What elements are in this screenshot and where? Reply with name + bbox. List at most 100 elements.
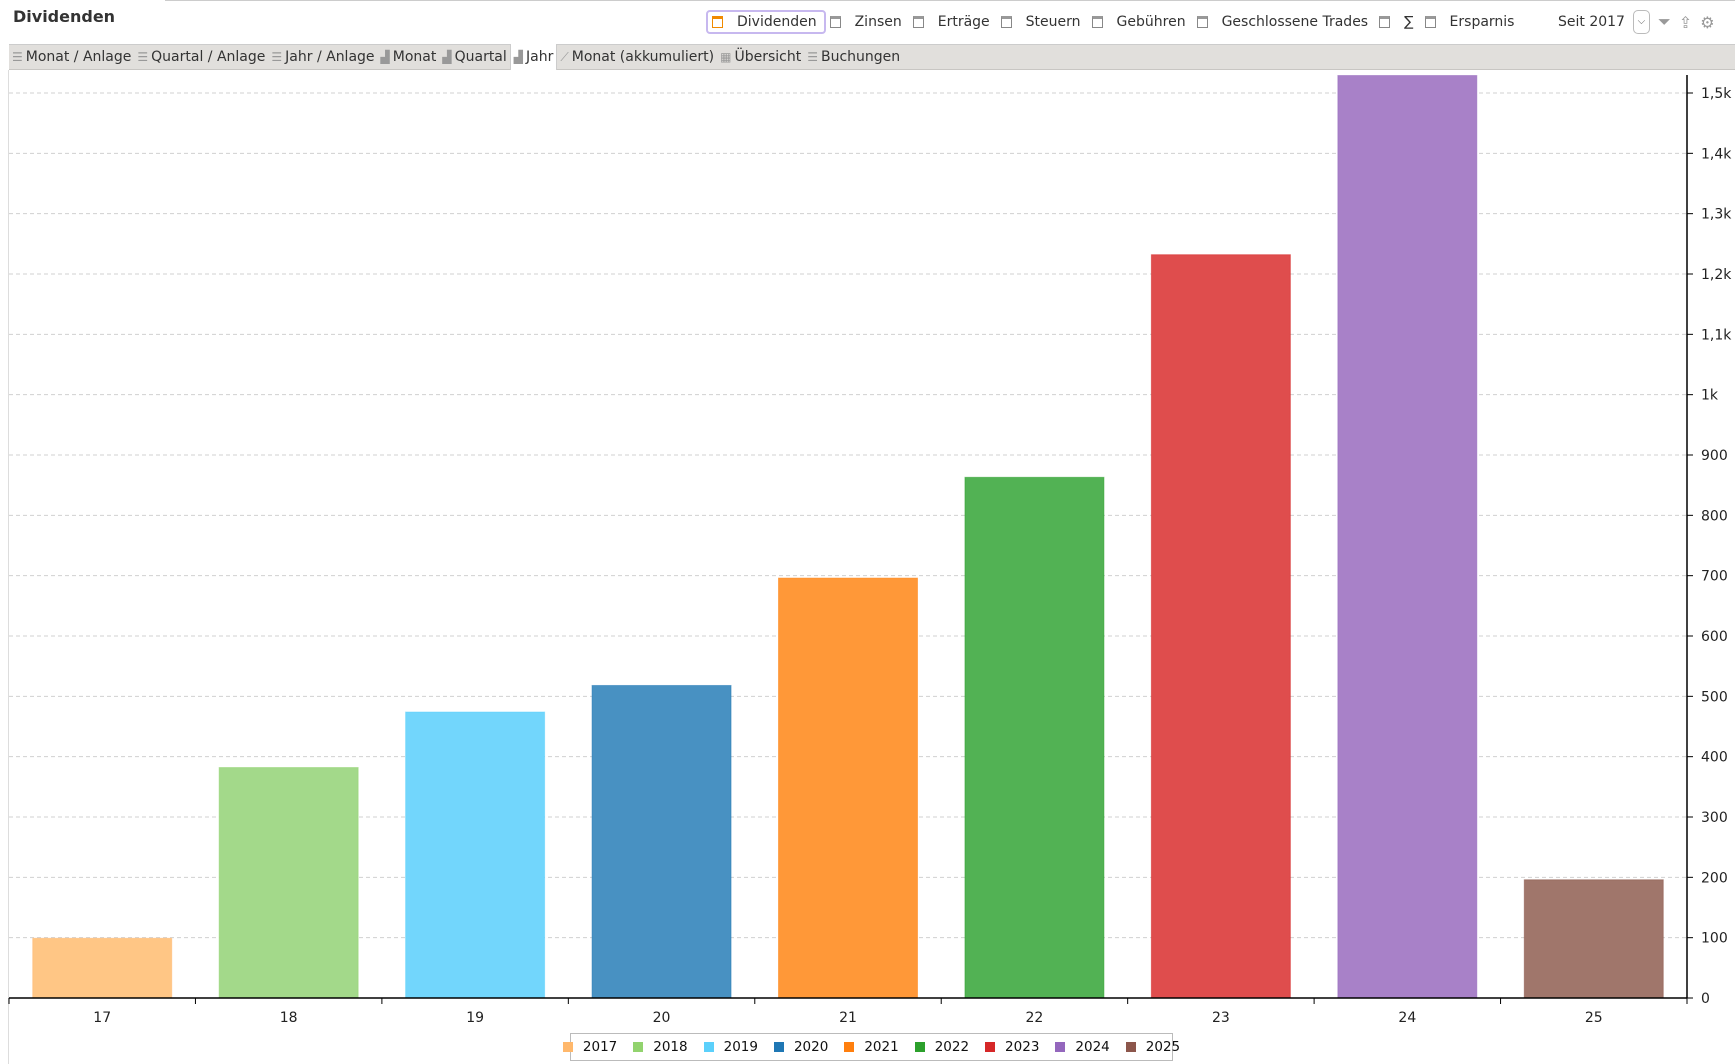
bar-19 [405,711,546,999]
bar-23 [1150,254,1291,999]
filter-1[interactable]: Zinsen [826,10,909,34]
legend-swatch [703,1042,714,1052]
bar-chart-icon: ▟ [513,50,524,64]
y-tick-label: 1,2k [1701,267,1732,283]
filter-label: Erträge [937,14,990,30]
y-tick-label: 200 [1701,870,1728,886]
legend-label: 2024 [1075,1039,1110,1055]
legend-item: 2022 [914,1039,969,1055]
bar-17 [32,937,173,999]
tab-label: Buchungen [820,49,901,65]
tab-label: Quartal [454,49,507,65]
y-tick-label: 1,3k [1701,207,1732,223]
y-tick-label: 900 [1701,448,1728,464]
legend-item: 2018 [633,1039,688,1055]
x-tick-label: 21 [839,1010,857,1026]
y-tick-label: 1k [1701,388,1719,404]
checkbox-icon[interactable] [1000,16,1012,28]
tab-5[interactable]: ▟ Jahr [509,44,558,70]
filter-icon[interactable]: ⏷ [1657,12,1671,31]
x-tick-label: 23 [1212,1010,1230,1026]
checkbox-icon[interactable] [829,16,841,28]
x-tick-label: 24 [1398,1010,1416,1026]
bar-chart-icon: ▟ [442,50,452,64]
tab-label: Monat / Anlage [25,49,132,65]
filter-label: Geschlossene Trades [1221,14,1369,30]
bar-22 [964,476,1105,999]
gear-icon[interactable]: ⚙ [1700,12,1715,32]
filter-7[interactable]: Ersparnis [1421,10,1522,34]
y-tick-label: 1,4k [1701,146,1732,162]
toolbar-right: Seit 2017 ⌵ ⏷ ⇪ ⚙ [1558,10,1715,34]
checkbox-icon[interactable] [1091,16,1103,28]
x-tick-label: 18 [280,1010,298,1026]
tab-label: Quartal / Anlage [151,49,266,65]
y-tick-label: 100 [1701,931,1728,947]
checkbox-icon[interactable] [712,16,723,28]
x-tick-label: 19 [466,1010,484,1026]
checkbox-icon[interactable] [912,16,924,28]
y-tick-label: 400 [1701,750,1728,766]
tab-6[interactable]: ⟋ Monat (akkumuliert) [557,45,717,70]
tab-0[interactable]: ☰ Monat / Anlage [9,45,134,70]
legend-label: 2019 [723,1039,758,1055]
tab-3[interactable]: ▟ Monat [378,45,440,70]
tab-label: Jahr / Anlage [285,49,375,65]
legend-label: 2017 [582,1039,618,1055]
list-icon: ☰ [137,50,149,64]
tab-8[interactable]: ☰ Buchungen [804,45,903,70]
filter-3[interactable]: Steuern [997,10,1088,34]
left-border [8,70,9,1064]
page-title: Dividenden [13,7,116,26]
list-icon: ☰ [12,50,23,64]
filter-5[interactable]: Geschlossene Trades [1193,10,1376,34]
checkbox-icon[interactable] [1424,16,1436,28]
legend-swatch [844,1042,855,1052]
filter-bar: Dividenden Zinsen Erträge Steuern Gebühren Ge… [706,10,1521,34]
calendar-icon: ▦ [720,50,732,64]
filter-label: Ersparnis [1449,14,1515,30]
legend-item: 2019 [703,1039,758,1055]
checkbox-icon[interactable] [1379,16,1391,28]
legend-swatch [562,1042,573,1052]
filter-4[interactable]: Gebühren [1088,10,1193,34]
filter-2[interactable]: Erträge [909,10,997,34]
period-dropdown-button[interactable]: ⌵ [1632,10,1650,34]
filter-0[interactable]: Dividenden [706,10,826,34]
bar-20 [591,684,732,999]
chevron-down-icon: ⌵ [1637,16,1646,27]
legend-item: 2024 [1055,1039,1110,1055]
tab-bar: ☰ Monat / Anlage ☰ Quartal / Anlage ☰ Jahr / … [9,44,1735,70]
legend-label: 2025 [1145,1039,1181,1055]
checkbox-icon[interactable] [1196,16,1208,28]
y-tick-label: 300 [1701,810,1728,826]
legend-swatch [1125,1042,1136,1052]
bar-21 [778,577,918,999]
tab-1[interactable]: ☰ Quartal / Anlage [134,45,268,70]
tab-2[interactable]: ☰ Jahr / Anlage [268,45,377,70]
tab-label: Monat (akkumuliert) [571,49,715,65]
tab-7[interactable]: ▦ Übersicht [717,45,804,70]
legend-item: 2020 [773,1039,828,1055]
legend-item: 2023 [985,1039,1039,1055]
chart-legend: 2017 2018 2019 2020 2021 2022 2023 2024 2025 [562,1033,1180,1061]
filter-label: Dividenden [737,14,817,30]
legend-item: 2021 [844,1039,899,1055]
filter-6[interactable]: ∑ [1375,10,1420,34]
legend-swatch [985,1042,996,1052]
period-label: Seit 2017 [1558,14,1625,30]
top-border [165,0,1735,2]
tab-label: Monat [392,49,437,65]
y-tick-label: 0 [1701,991,1710,1007]
tab-label: Übersicht [734,49,802,65]
legend-swatch [633,1042,644,1052]
bar-chart-icon: ▟ [380,50,390,64]
bar-18 [218,767,359,999]
legend-item: 2017 [562,1039,618,1055]
x-tick-label: 25 [1585,1010,1603,1026]
legend-item: 2025 [1125,1039,1181,1055]
bar-24 [1337,75,1478,999]
export-icon[interactable]: ⇪ [1678,12,1693,32]
tab-4[interactable]: ▟ Quartal [439,45,509,70]
